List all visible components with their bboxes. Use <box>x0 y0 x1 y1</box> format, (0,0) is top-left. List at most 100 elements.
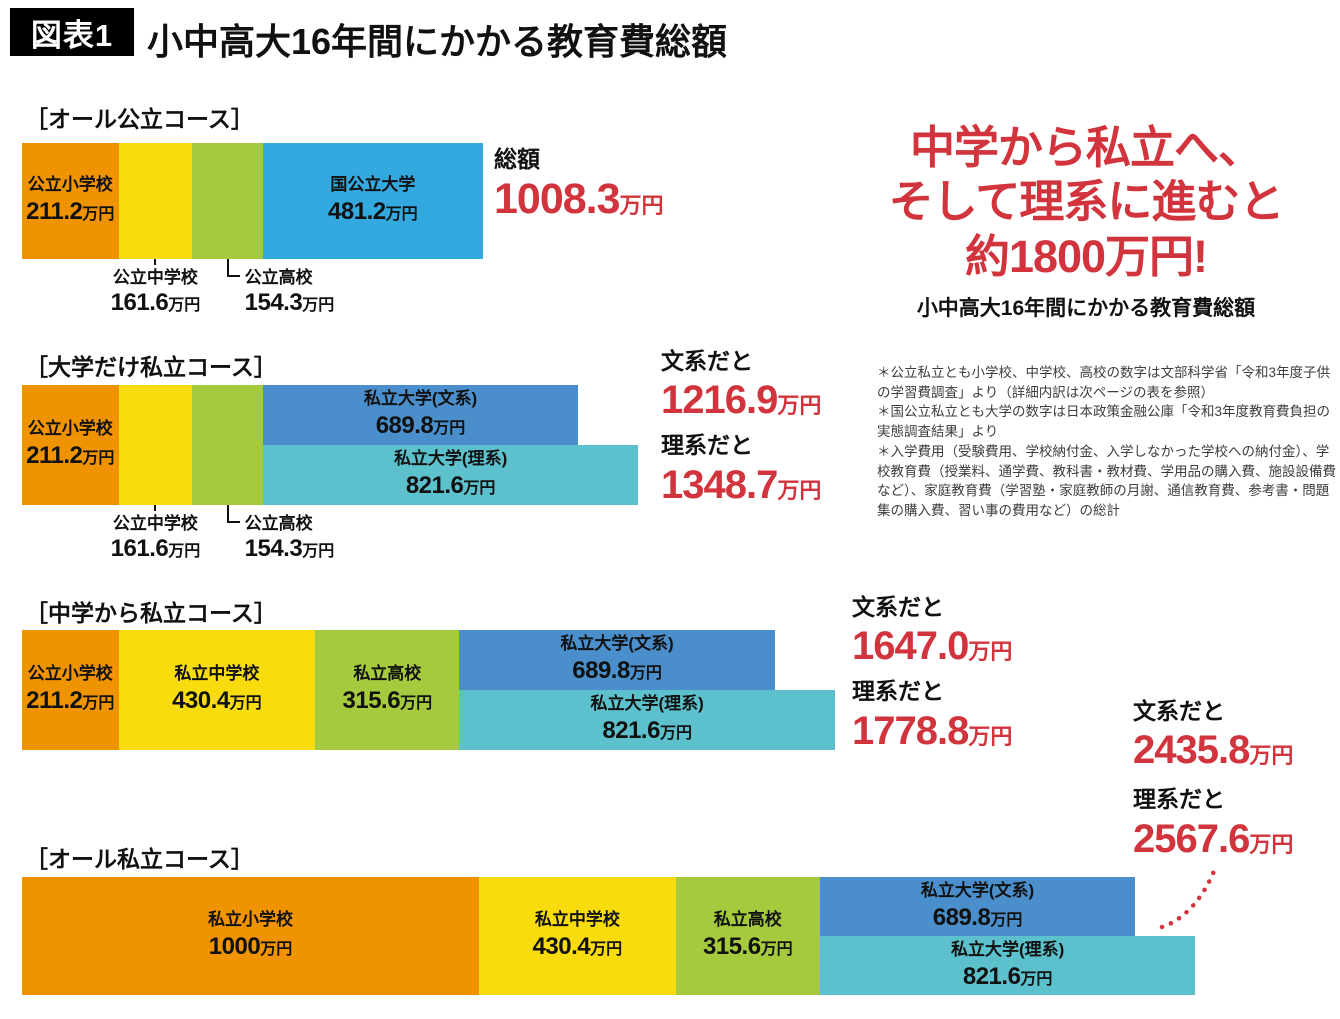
text: 万円 <box>629 665 662 683</box>
text: 430.4 <box>532 933 591 961</box>
total-value: 1778.8万円 <box>852 708 1012 754</box>
text: 430.4 <box>172 687 230 715</box>
footnotes: ＊公立私立とも小学校、中学校、高校の数字は文部科学省「令和3年度子供の学習費調査… <box>877 363 1336 521</box>
total-label: 総額 <box>494 146 540 172</box>
text: 1000 <box>208 933 261 961</box>
course-label: ［オール私立コース］ <box>25 846 254 872</box>
segment-name: 公立小学校 <box>27 175 113 195</box>
segment-value: 315.6万円 <box>703 931 793 962</box>
text: 1348.7 <box>661 462 778 507</box>
bar-segment <box>118 385 193 505</box>
text: 万円 <box>433 420 466 438</box>
text: 万円 <box>590 941 623 959</box>
headline-subtitle: 小中高大16年間にかかる教育費総額 <box>916 297 1256 321</box>
leader-stem <box>226 243 229 277</box>
text: 万円 <box>990 911 1023 929</box>
text: 481.2 <box>328 198 386 226</box>
bar-segment: 私立中学校 430.4万円 <box>479 877 676 995</box>
text: 315.6 <box>703 933 761 961</box>
segment-name: 私立中学校 <box>534 910 620 930</box>
text: 1216.9 <box>661 378 778 423</box>
total-value: 1647.0万円 <box>852 623 1012 669</box>
text: 154.3 <box>244 535 303 563</box>
course-label: ［オール公立コース］ <box>25 106 254 132</box>
text: 万円 <box>168 297 201 315</box>
segment-value: 315.6万円 <box>343 685 433 716</box>
headline: 中学から私立へ、 そして理系に進むと 約1800万円! 小中高大16年間にかかる… <box>836 121 1336 322</box>
text: 1008.3 <box>494 175 621 224</box>
segment-name: 私立小学校 <box>208 910 293 930</box>
below-label-name: 公立高校 <box>244 268 313 287</box>
text: 万円 <box>168 543 201 561</box>
text: 万円 <box>1020 970 1053 988</box>
headline-line-1: 中学から私立へ、 <box>909 122 1263 173</box>
total-value: 1008.3万円 <box>494 175 664 224</box>
segment-value: 430.4万円 <box>172 685 262 716</box>
bar-segment-university: 私立大学(理系) 821.6万円 <box>262 445 639 505</box>
text: 万円 <box>260 941 293 959</box>
bar-segment: 私立小学校 1000万円 <box>22 877 479 995</box>
bar-segment-university: 私立大学(文系) 689.8万円 <box>819 877 1136 936</box>
text: 821.6 <box>962 962 1021 990</box>
text: 万円 <box>463 480 496 498</box>
total-value: 2567.6万円 <box>1133 816 1293 862</box>
text: 689.8 <box>932 903 991 931</box>
segment-name: 私立中学校 <box>174 664 260 684</box>
text: 万円 <box>400 695 433 713</box>
bar-segment-university: 私立大学(理系) 821.6万円 <box>819 936 1196 995</box>
segment-value: 1000万円 <box>209 931 292 962</box>
bar-segment <box>192 143 263 259</box>
page-title: 小中高大16年間にかかる教育費総額 <box>147 21 728 62</box>
total-label: 理系だと <box>661 432 753 459</box>
text: 2435.8 <box>1133 728 1250 773</box>
segment-name: 私立大学(理系) <box>950 939 1065 959</box>
bar-segment: 公立小学校 211.2万円 <box>22 143 119 259</box>
text: 1778.8 <box>852 708 969 753</box>
leader-elbow <box>226 275 240 277</box>
bar-segment: 国公立大学 481.2万円 <box>262 143 483 259</box>
text: 821.6 <box>602 717 660 745</box>
leader-elbow <box>226 521 240 523</box>
segment-name: 私立大学(文系) <box>363 389 478 409</box>
segment-value: 821.6万円 <box>406 470 496 501</box>
segment-name: 私立大学(文系) <box>920 880 1035 900</box>
text: 万円 <box>82 206 115 224</box>
headline-line-2: そして理系に進むと <box>888 176 1285 228</box>
text: 154.3 <box>244 289 303 317</box>
dotted-arrow-icon <box>1159 863 1219 930</box>
totals-block: 文系だと 1647.0万円 理系だと 1778.8万円 <box>852 594 1012 763</box>
footnote-2: ＊国公立私立とも大学の数字は日本政策金融公庫「令和3年度教育費負担の実態調査結果… <box>877 404 1331 440</box>
text: 161.6 <box>110 535 169 563</box>
segment-value: 211.2万円 <box>26 440 114 471</box>
text: 万円 <box>777 477 822 503</box>
text: 万円 <box>1249 831 1294 857</box>
footnote-1: ＊公立私立とも小学校、中学校、高校の数字は文部科学省「令和3年度子供の学習費調査… <box>877 365 1331 400</box>
bar-segment: 私立高校 315.6万円 <box>675 877 820 995</box>
segment-name: 私立大学(文系) <box>560 634 674 654</box>
bar-segment-university: 私立大学(文系) 689.8万円 <box>459 630 775 690</box>
text: 万円 <box>619 193 664 219</box>
course-label: ［中学から私立コース］ <box>25 600 277 626</box>
bar-segment: 私立高校 315.6万円 <box>315 630 460 750</box>
below-label-name: 公立中学校 <box>112 514 198 533</box>
text: 万円 <box>760 941 793 959</box>
segment-value: 211.2万円 <box>26 196 114 227</box>
text: 万円 <box>302 543 335 561</box>
total-value: 1348.7万円 <box>661 462 821 508</box>
bar-segment <box>118 143 193 259</box>
segment-value: 430.4万円 <box>533 931 623 962</box>
headline-line-3: 約1800万円! <box>964 230 1208 282</box>
total-value: 2435.8万円 <box>1133 727 1293 773</box>
text: 万円 <box>968 723 1013 749</box>
text: 2567.6 <box>1133 816 1250 861</box>
segment-name: 公立小学校 <box>27 664 113 684</box>
segment-value: 689.8万円 <box>376 410 466 441</box>
text: 821.6 <box>405 472 464 500</box>
text: 1647.0 <box>852 624 969 669</box>
below-label-value: 154.3万円 <box>245 288 335 318</box>
text: 689.8 <box>375 412 434 440</box>
text: 689.8 <box>572 657 630 685</box>
segment-value: 689.8万円 <box>933 902 1023 933</box>
segment-name: 私立高校 <box>713 910 782 930</box>
